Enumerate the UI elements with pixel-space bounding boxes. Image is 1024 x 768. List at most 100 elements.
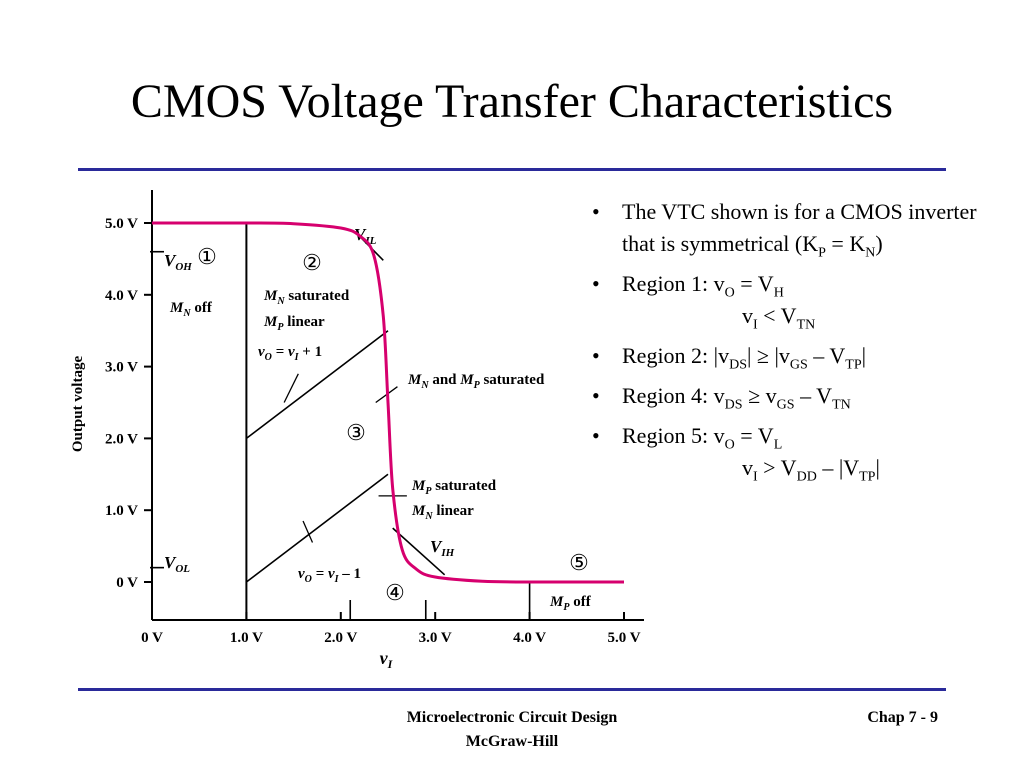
slide-title: CMOS Voltage Transfer Characteristics — [130, 75, 894, 128]
line-vo-vi-minus-1 — [245, 473, 389, 583]
bullet-text: Region 4: vDS ≥ vGS – VTN — [622, 383, 851, 412]
axis-ticks: 0 V 1.0 V 2.0 V 3.0 V 4.0 V 5.0 V 0 V 1.0 V 2.0 … — [105, 216, 641, 646]
x-tick-label: 4.0 V — [513, 630, 546, 646]
region-5-label: ⑤ — [569, 550, 589, 575]
text-run: – |V — [816, 455, 860, 480]
bullet-text-continuation: vI > VDD – |VTP| — [622, 452, 980, 484]
mp-saturated-label: MP saturated — [411, 478, 497, 497]
voh-label: VOH — [164, 251, 192, 273]
vol-label: VOL — [164, 553, 190, 575]
bullet-marker: • — [592, 423, 600, 448]
y-axis-title: Output voltage — [70, 356, 86, 453]
mn-linear-label: MN linear — [411, 503, 474, 522]
bullet-item-1: • The VTC shown is for a CMOS inverter th… — [580, 196, 980, 260]
y-tick-label: 5.0 V — [105, 216, 138, 232]
eq-plus-label: vO = vI + 1 — [258, 344, 322, 363]
bullet-list: • The VTC shown is for a CMOS inverter th… — [580, 196, 980, 492]
region-guides — [150, 223, 531, 620]
y-tick-label: 3.0 V — [105, 360, 138, 376]
subscript: TN — [796, 317, 816, 333]
subscript: GS — [776, 397, 795, 413]
text-run: Region 4: v — [622, 383, 725, 408]
mn-off-label: MN off — [169, 300, 213, 319]
subscript: TP — [859, 469, 876, 485]
region-4-label: ④ — [385, 580, 405, 605]
subscript: I — [753, 317, 758, 333]
text-run: Region 2: |v — [622, 343, 730, 368]
y-tick-label: 1.0 V — [105, 503, 138, 519]
subscript: TP — [845, 357, 862, 373]
footer-chapter: Chap 7 - 9 — [867, 709, 938, 726]
text-run: ≥ v — [742, 383, 777, 408]
footer-credit: Microelectronic Circuit Design McGraw-Hi… — [380, 706, 644, 754]
text-run: v — [742, 455, 753, 480]
text-run: – V — [794, 383, 833, 408]
y-tick-label: 4.0 V — [105, 288, 138, 304]
subscript: O — [724, 285, 735, 301]
mp-off-label: MP off — [549, 594, 592, 613]
text-run: ) — [875, 231, 883, 256]
bullet-item-4: • Region 4: vDS ≥ vGS – VTN — [580, 380, 980, 412]
bullet-marker: • — [592, 383, 600, 408]
subscript: H — [773, 285, 784, 301]
text-run: Region 5: v — [622, 423, 725, 448]
bullet-marker: • — [592, 271, 600, 296]
bullet-text: Region 2: |vDS| ≥ |vGS – VTP| — [622, 343, 867, 372]
mn-saturated-label: MN saturated — [263, 288, 350, 307]
bullet-marker: • — [592, 343, 600, 368]
text-run: = K — [825, 231, 866, 256]
vtc-curve — [151, 221, 625, 584]
subscript: I — [753, 469, 758, 485]
text-run: < V — [757, 303, 797, 328]
footer-publisher: McGraw-Hill — [465, 733, 559, 750]
subscript: DS — [729, 357, 747, 373]
text-run: The VTC shown is for a CMOS inverter tha… — [622, 199, 977, 256]
text-run: > V — [757, 455, 797, 480]
bullet-text: Region 5: vO = VL — [622, 423, 782, 452]
text-run: Region 1: v — [622, 271, 725, 296]
bullet-item-2: • Region 1: vO = VH vI < VTN — [580, 268, 980, 332]
text-run: = V — [734, 423, 774, 448]
vtc-figure: 0 V 1.0 V 2.0 V 3.0 V 4.0 V 5.0 V 0 V 1.0 V 2.0 … — [70, 190, 644, 671]
subscript: N — [865, 245, 876, 261]
vil-label: VIL — [354, 225, 377, 247]
vih-label: VIH — [430, 537, 455, 559]
x-axis-title: vI — [380, 648, 394, 671]
mp-linear-label: MP linear — [263, 314, 325, 333]
x-tick-label: 3.0 V — [419, 630, 452, 646]
region-3-label: ③ — [346, 420, 366, 445]
text-run: | — [875, 455, 880, 480]
eq-plus-pointer — [283, 373, 299, 403]
vih-tangent — [392, 527, 446, 576]
text-run: | — [861, 343, 867, 368]
bullet-item-5: • Region 5: vO = VL vI > VDD – |VTP| — [580, 420, 980, 484]
x-tick-label: 0 V — [141, 630, 163, 646]
bullet-text-continuation: vI < VTN — [622, 300, 980, 332]
subscript: GS — [789, 357, 808, 373]
subscript: O — [724, 437, 735, 453]
bullet-text: Region 1: vO = VH — [622, 271, 784, 300]
text-run: | ≥ |v — [746, 343, 790, 368]
x-tick-label: 1.0 V — [230, 630, 263, 646]
bullet-item-3: • Region 2: |vDS| ≥ |vGS – VTP| — [580, 340, 980, 372]
x-tick-label: 5.0 V — [607, 630, 640, 646]
y-tick-label: 2.0 V — [105, 431, 138, 447]
top-rule — [78, 168, 946, 171]
subscript: P — [818, 245, 826, 261]
region-2-label: ② — [302, 250, 322, 275]
text-run: = V — [734, 271, 774, 296]
x-tick-label: 2.0 V — [324, 630, 357, 646]
subscript: DS — [724, 397, 743, 413]
subscript: DD — [796, 469, 817, 485]
text-run: – V — [807, 343, 846, 368]
both-saturated-label: MN and MP saturated — [407, 372, 545, 391]
y-tick-label: 0 V — [116, 575, 138, 591]
bullet-text: The VTC shown is for a CMOS inverter tha… — [622, 199, 977, 260]
line-vo-vi-plus-1 — [245, 330, 389, 440]
footer-book-title: Microelectronic Circuit Design — [406, 709, 618, 726]
bottom-rule — [78, 688, 946, 691]
subscript: L — [773, 437, 783, 453]
subscript: TN — [832, 397, 851, 413]
text-run: v — [742, 303, 753, 328]
region-1-label: ① — [197, 244, 217, 269]
